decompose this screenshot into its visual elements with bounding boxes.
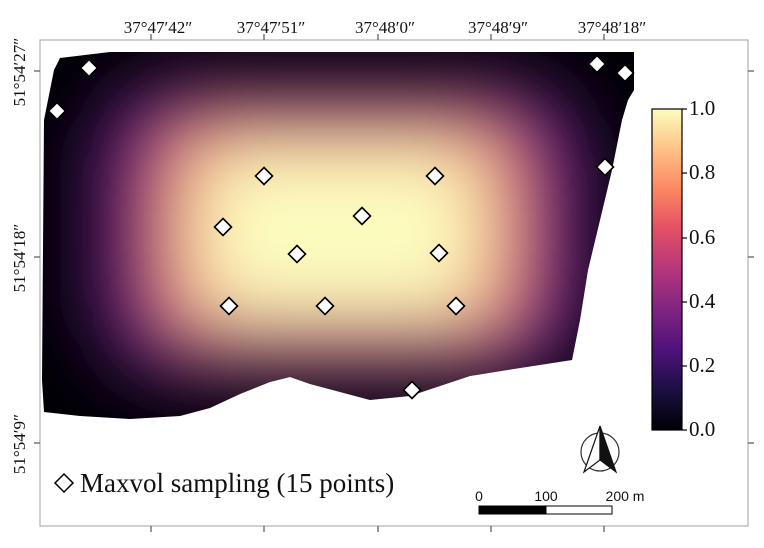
sample-point-marker bbox=[446, 296, 466, 316]
sample-point-marker bbox=[47, 101, 67, 121]
scale-label: 200 m bbox=[605, 488, 645, 504]
latitude-label: 51°54′27″ bbox=[10, 37, 29, 107]
sample-point-marker bbox=[79, 58, 99, 78]
scale-bar bbox=[478, 505, 613, 515]
longitude-label: 37°48′9″ bbox=[467, 18, 529, 37]
colorbar-tick-label: 0.6 bbox=[689, 225, 716, 249]
legend-label: Maxvol sampling (15 points) bbox=[80, 468, 395, 498]
sample-point-marker bbox=[587, 54, 607, 74]
sample-point-marker bbox=[352, 206, 372, 226]
colorbar-tick-label: 1.0 bbox=[689, 96, 716, 120]
colorbar-tick-label: 0.0 bbox=[689, 417, 716, 441]
scale-label: 100 bbox=[534, 488, 558, 504]
colorbar-tick-label: 0.8 bbox=[689, 160, 716, 184]
sample-point-marker bbox=[213, 217, 233, 237]
sample-point-marker bbox=[425, 166, 445, 186]
frame-ticks bbox=[34, 34, 754, 532]
sample-point-marker bbox=[615, 63, 635, 83]
sample-point-marker bbox=[254, 166, 274, 186]
sample-point-marker bbox=[287, 244, 307, 264]
latitude-label: 51°54′9″ bbox=[10, 413, 29, 475]
sample-point-marker bbox=[429, 243, 449, 263]
sample-point-marker bbox=[315, 296, 335, 316]
sample-point-marker bbox=[402, 380, 422, 400]
colorbar-tick-label: 0.2 bbox=[689, 353, 716, 377]
sensitivity-heatmap bbox=[42, 52, 634, 419]
longitude-label: 37°48′0″ bbox=[354, 18, 416, 37]
longitude-label: 37°47′42″ bbox=[123, 18, 193, 37]
diamond-icon bbox=[53, 472, 75, 494]
north-arrow-icon bbox=[580, 425, 620, 474]
colorbar-tick-label: 0.4 bbox=[689, 289, 716, 313]
sampling-points bbox=[47, 54, 635, 400]
longitude-label: 37°48′18″ bbox=[577, 18, 647, 37]
latitude-label: 51°54′18″ bbox=[10, 223, 29, 293]
colorbar bbox=[651, 108, 683, 431]
longitude-label: 37°47′51″ bbox=[236, 18, 306, 37]
colorbar-ticks bbox=[682, 108, 687, 431]
scale-label: 0 bbox=[475, 488, 483, 504]
sample-point-marker bbox=[219, 296, 239, 316]
sample-point-marker bbox=[595, 157, 615, 177]
